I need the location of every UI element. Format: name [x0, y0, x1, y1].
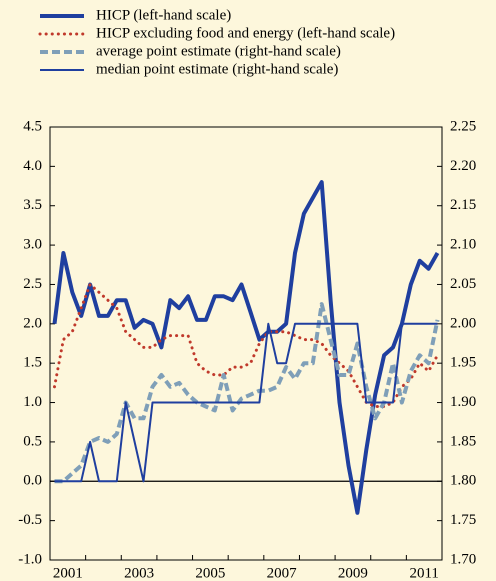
y-tick-label: 1.0 — [23, 394, 42, 410]
plot-frame — [49, 126, 443, 561]
y-tick-label: 2.0 — [23, 315, 42, 331]
series-line — [53, 283, 439, 408]
y-tick-label: 0.5 — [23, 433, 42, 449]
legend-label: average point estimate (right-hand scale… — [96, 43, 341, 59]
y2-tick-label: 2.25 — [450, 118, 476, 134]
y2-tick-label: 1.90 — [450, 394, 476, 410]
x-tick-label: 2011 — [409, 565, 438, 581]
y-tick-label: 3.5 — [23, 197, 42, 213]
y2-tick-label: 2.20 — [450, 158, 476, 174]
y-tick-label: 3.0 — [23, 237, 42, 253]
y-tick-label: -1.0 — [18, 551, 42, 567]
y-tick-label: -0.5 — [18, 512, 42, 528]
y-tick-label: 4.5 — [23, 118, 42, 134]
y2-tick-label: 1.75 — [450, 512, 476, 528]
y-tick-label: 4.0 — [23, 158, 42, 174]
y2-tick-label: 1.70 — [450, 551, 476, 567]
y-tick-label: 1.5 — [23, 355, 42, 371]
legend-label: HICP (left-hand scale) — [96, 7, 231, 23]
x-tick-label: 2005 — [195, 565, 225, 581]
legend-label: median point estimate (right-hand scale) — [96, 61, 338, 77]
y-tick-label: 0.0 — [23, 473, 42, 489]
y2-tick-label: 2.15 — [450, 197, 476, 213]
y-tick-label: 2.5 — [23, 276, 42, 292]
y2-tick-label: 2.00 — [450, 315, 476, 331]
y2-tick-label: 2.05 — [450, 276, 476, 292]
series-line — [54, 302, 440, 484]
y2-tick-label: 1.95 — [450, 355, 476, 371]
series-line — [54, 322, 438, 483]
x-tick-label: 2007 — [267, 565, 298, 581]
y2-tick-label: 1.85 — [450, 433, 476, 449]
x-tick-label: 2003 — [124, 565, 154, 581]
x-tick-label: 2009 — [338, 565, 368, 581]
legend-label: HICP excluding food and energy (left-han… — [96, 25, 395, 41]
series-line — [52, 180, 440, 515]
y2-tick-label: 1.80 — [450, 473, 476, 489]
y2-tick-label: 2.10 — [450, 237, 476, 253]
x-tick-label: 2001 — [53, 565, 83, 581]
